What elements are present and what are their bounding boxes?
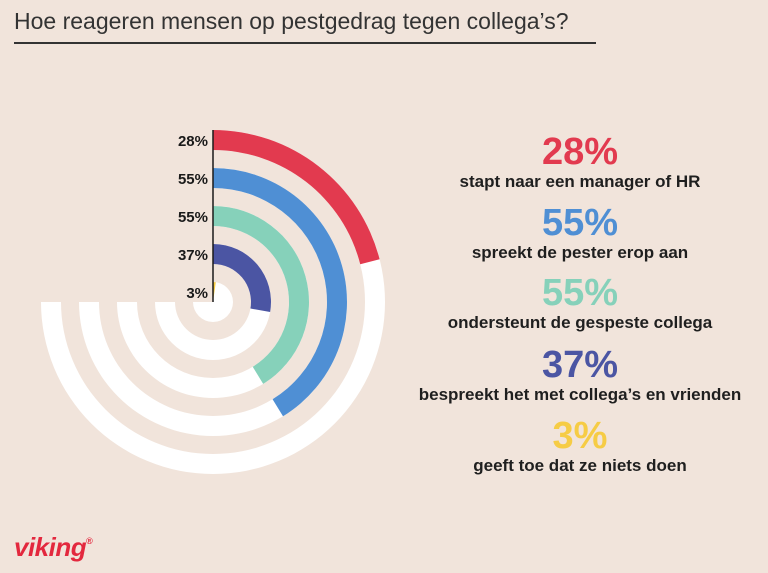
chart-title: Hoe reageren mensen op pestgedrag tegen … [14, 8, 569, 34]
legend-item: 3% geeft toe dat ze niets doen [415, 416, 745, 476]
legend-description: spreekt de pester erop aan [471, 243, 689, 262]
ring-bar-3 [213, 206, 309, 384]
legend-percent: 37% [541, 344, 619, 386]
ring-value-label-3: 55% [178, 209, 208, 226]
ring-value-label-5: 3% [186, 285, 208, 302]
legend-percent: 55% [541, 202, 619, 244]
legend-item: 28% stapt naar een manager of HR [415, 132, 745, 192]
ring-bar-2 [213, 168, 347, 417]
legend-description: geeft toe dat ze niets doen [473, 456, 687, 475]
ring-value-label-4: 37% [178, 247, 208, 264]
ring-value-label-2: 55% [178, 171, 208, 188]
legend-description: stapt naar een manager of HR [459, 172, 701, 191]
legend-percent: 3% [552, 415, 608, 457]
legend-description: bespreekt het met collega’s en vrienden [418, 385, 742, 404]
ring-bar-4 [213, 244, 272, 312]
ring-value-label-1: 28% [178, 133, 208, 150]
ring-bar-1 [213, 130, 380, 265]
legend-percent: 55% [541, 272, 619, 314]
legend-item: 55% ondersteunt de gespeste collega [415, 273, 745, 333]
legend-item: 55% spreekt de pester erop aan [415, 203, 745, 263]
title-underline [14, 42, 596, 44]
legend-percent: 28% [541, 131, 619, 173]
viking-logo: viking® [14, 532, 93, 562]
legend-item: 37% bespreekt het met collega’s en vriend… [415, 345, 745, 405]
legend-description: ondersteunt de gespeste collega [447, 313, 713, 332]
